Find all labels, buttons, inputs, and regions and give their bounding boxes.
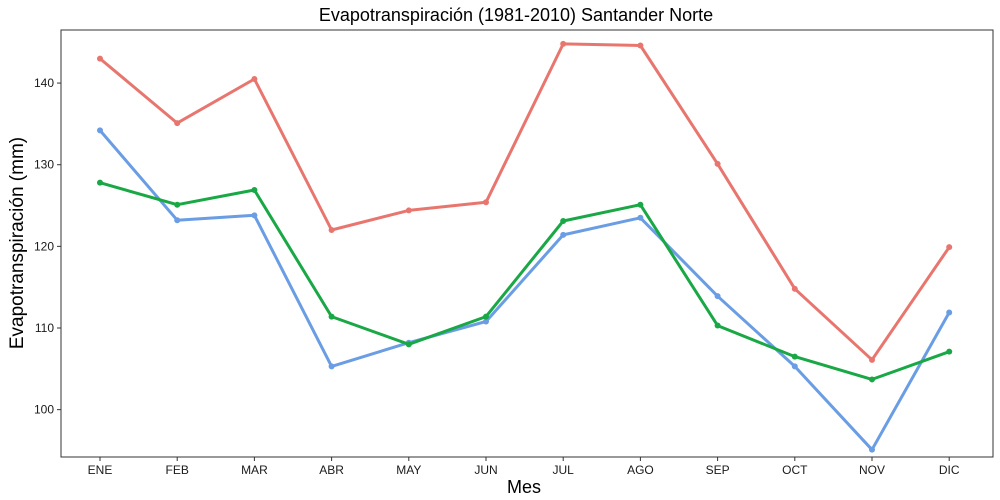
x-tick-label: MAY [396,463,421,477]
x-tick-label: SEP [706,463,730,477]
data-point [791,353,798,360]
y-axis: 100 110 120 130 140 [34,76,61,417]
data-point [791,363,798,370]
y-tick-label: 130 [34,158,54,172]
data-point [328,363,335,370]
data-point [946,244,953,251]
series-line [98,42,951,362]
data-point [251,212,258,219]
y-tick-label: 110 [35,321,54,335]
y-tick-label: 140 [34,76,54,90]
data-point [174,217,181,224]
data-point [869,446,875,453]
data-point [637,214,644,221]
data-point [714,322,721,329]
x-tick-label: OCT [782,463,808,477]
data-point [637,42,644,49]
data-point [483,318,489,325]
data-point [637,201,644,208]
y-tick-label: 120 [34,239,54,253]
data-point [483,199,489,206]
x-tick-label: JUL [553,463,575,477]
x-tick-label: JUN [474,463,497,477]
data-point [328,227,335,234]
y-axis-title: Evapotranspiración (mm) [7,137,28,349]
plot-panel [60,29,994,458]
data-point [946,348,953,355]
x-tick-label: DIC [939,463,960,477]
data-point [869,376,875,383]
data-point [251,187,258,194]
data-point [97,55,103,62]
data-point [97,127,103,134]
series-1 [97,40,953,363]
data-point [560,231,567,238]
data-point [946,309,953,316]
data-point [328,313,335,320]
data-point [251,75,258,82]
data-point [560,40,567,47]
series-line [98,181,951,381]
data-point [560,218,567,225]
x-tick-label: AGO [627,463,654,477]
series-layer [97,40,953,453]
x-axis-title: Mes [507,477,541,497]
series-3 [97,179,953,383]
x-axis: ENE FEB MAR ABR MAY JUN JUL AGO SEP OCT NOV DIC [88,457,960,477]
data-point [869,356,875,363]
data-point [97,179,103,186]
x-tick-label: NOV [859,463,885,477]
x-tick-label: ABR [319,463,344,477]
data-point [714,293,721,300]
data-point [405,207,412,214]
data-point [791,285,798,292]
x-tick-label: ENE [88,463,113,477]
x-tick-label: FEB [166,463,189,477]
data-point [483,313,489,320]
series-line [98,128,951,452]
data-point [174,120,181,127]
y-tick-label: 100 [34,403,54,417]
x-tick-label: MAR [241,463,268,477]
data-point [174,201,181,208]
data-point [405,341,412,348]
chart-title: Evapotranspiración (1981-2010) Santander… [319,5,713,25]
data-point [714,160,721,167]
